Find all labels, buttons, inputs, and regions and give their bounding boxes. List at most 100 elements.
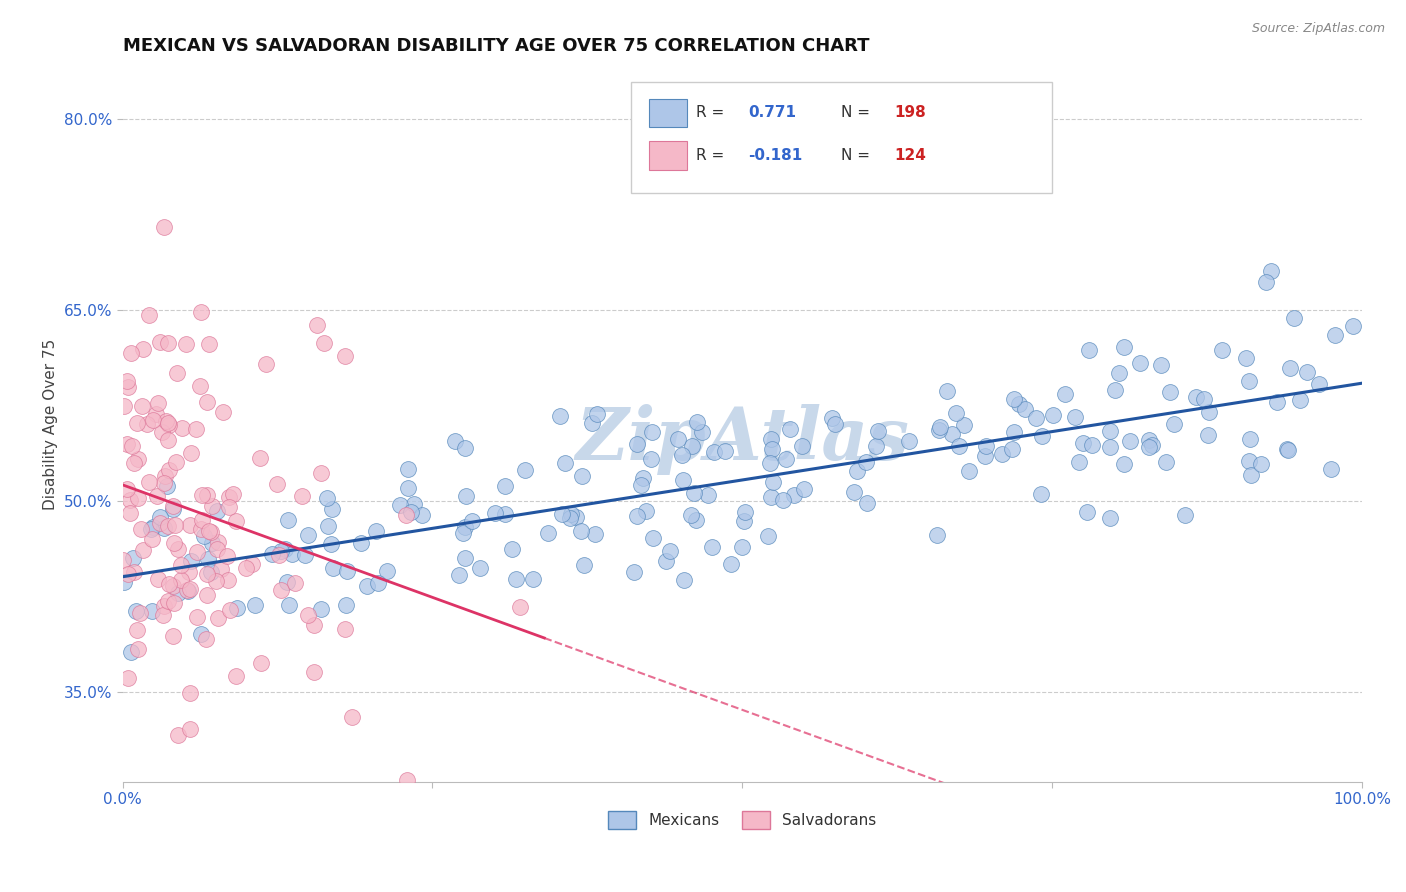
Point: [1289, 393, 1312, 408]
Point: [1014, 401, 1036, 416]
Point: [211, 404, 233, 418]
Point: [121, 439, 143, 453]
Point: [198, 337, 221, 351]
Point: [180, 554, 202, 568]
Point: [623, 565, 645, 579]
Point: [132, 542, 155, 557]
Point: [685, 513, 707, 527]
Point: [197, 552, 219, 566]
Point: [122, 565, 145, 579]
Point: [1002, 425, 1025, 439]
Bar: [650, 99, 686, 128]
Text: N =: N =: [841, 147, 876, 162]
Point: [217, 549, 239, 563]
Point: [585, 407, 607, 421]
Point: [402, 497, 425, 511]
Point: [759, 433, 782, 447]
Point: [1064, 409, 1087, 424]
Point: [166, 367, 188, 381]
Legend: Mexicans, Salvadorans: Mexicans, Salvadorans: [602, 805, 883, 835]
Point: [267, 548, 290, 562]
Point: [1154, 454, 1177, 468]
Point: [274, 541, 297, 556]
Point: [1278, 360, 1301, 375]
Point: [174, 337, 197, 351]
Point: [205, 541, 228, 556]
Text: R =: R =: [696, 147, 730, 162]
Point: [1150, 358, 1173, 372]
Point: [454, 520, 477, 534]
Point: [734, 505, 756, 519]
Point: [266, 477, 288, 491]
Point: [115, 437, 138, 451]
Point: [928, 420, 950, 434]
Point: [131, 522, 153, 536]
Point: [125, 604, 148, 618]
Point: [278, 598, 301, 612]
Point: [170, 558, 193, 572]
Point: [188, 379, 211, 393]
Y-axis label: Disability Age Over 75: Disability Age Over 75: [44, 339, 58, 510]
Point: [176, 583, 198, 598]
Point: [1265, 395, 1288, 409]
Point: [152, 475, 174, 490]
Point: [114, 400, 136, 414]
Point: [1295, 365, 1317, 379]
Point: [240, 557, 263, 571]
Point: [1320, 462, 1343, 476]
Point: [682, 486, 704, 500]
Point: [1099, 424, 1122, 438]
Point: [945, 406, 967, 420]
Point: [156, 479, 179, 493]
Point: [136, 417, 159, 431]
Point: [157, 463, 180, 477]
Point: [218, 500, 240, 515]
Point: [218, 491, 240, 505]
Point: [149, 509, 172, 524]
Point: [1008, 397, 1031, 411]
Point: [226, 601, 249, 615]
Point: [1067, 455, 1090, 469]
Point: [782, 488, 804, 502]
Point: [974, 439, 997, 453]
Point: [1112, 457, 1135, 471]
Point: [396, 481, 419, 495]
Point: [1000, 442, 1022, 456]
Point: [177, 584, 200, 599]
Point: [322, 561, 344, 575]
Point: [655, 554, 678, 568]
Point: [155, 414, 177, 428]
Point: [761, 490, 783, 504]
Point: [953, 417, 976, 432]
Point: [250, 657, 273, 671]
Point: [1163, 417, 1185, 431]
Point: [165, 455, 187, 469]
Point: [193, 529, 215, 543]
Point: [149, 334, 172, 349]
Point: [1108, 366, 1130, 380]
Point: [305, 318, 328, 333]
Point: [1341, 319, 1364, 334]
Point: [157, 417, 180, 432]
Point: [703, 444, 725, 458]
Point: [186, 610, 208, 624]
Point: [146, 489, 169, 503]
Point: [935, 384, 957, 399]
Point: [148, 396, 170, 410]
Point: [163, 596, 186, 610]
Point: [551, 507, 574, 521]
Point: [681, 439, 703, 453]
Point: [513, 463, 536, 477]
Point: [865, 439, 887, 453]
Point: [1282, 310, 1305, 325]
Point: [1239, 454, 1261, 468]
Point: [1031, 429, 1053, 443]
Point: [156, 433, 179, 447]
Point: [761, 442, 783, 456]
Point: [191, 488, 214, 502]
Point: [146, 572, 169, 586]
Point: [1076, 505, 1098, 519]
Point: [779, 422, 801, 436]
Point: [141, 604, 163, 618]
Point: [1192, 392, 1215, 407]
